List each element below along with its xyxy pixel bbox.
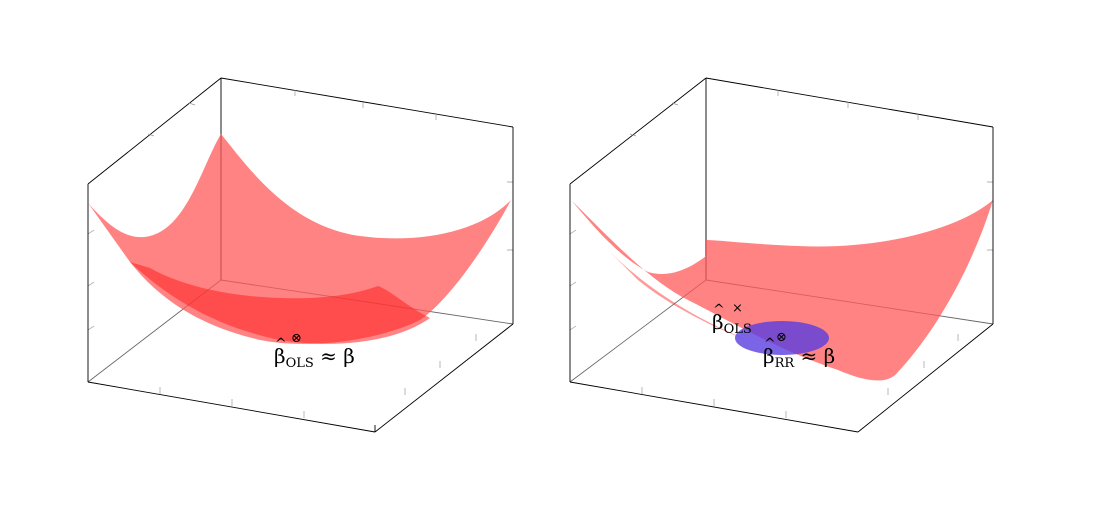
right-rr-subscript: RR	[774, 356, 795, 371]
left-box-front	[87, 127, 514, 433]
right-axis-ticks	[569, 90, 993, 418]
right-constraint-region	[735, 321, 829, 355]
right-rr-label: βRR ≈ β	[763, 337, 836, 371]
right-rr-marker: ⊗	[776, 330, 787, 345]
right-loss-surface	[572, 200, 993, 381]
left-ols-marker: ⊗	[291, 331, 302, 346]
left-3d-plot	[87, 77, 514, 433]
left-ols-label: βOLS ≈ β	[274, 337, 355, 371]
left-ols-subscript: OLS	[285, 356, 314, 371]
right-panel-ridge: × βOLS ⊗ βRR ≈ β	[548, 0, 1096, 517]
right-rr-beta-symbol: β	[763, 337, 775, 366]
right-ols-marker: ×	[732, 301, 743, 316]
right-3d-plot	[569, 77, 994, 433]
left-ols-beta-symbol: β	[274, 337, 286, 366]
left-loss-surface	[88, 134, 511, 344]
right-ols-label: βOLS	[712, 303, 752, 337]
left-ols-approx: ≈ β	[320, 344, 355, 368]
left-axis-ticks	[87, 90, 513, 418]
left-panel-ols: ⊗ βOLS ≈ β	[0, 0, 548, 517]
right-rr-approx: ≈ β	[800, 344, 836, 368]
right-ols-subscript: OLS	[723, 322, 752, 337]
right-ols-beta-symbol: β	[712, 303, 724, 332]
right-box-front	[569, 127, 994, 433]
